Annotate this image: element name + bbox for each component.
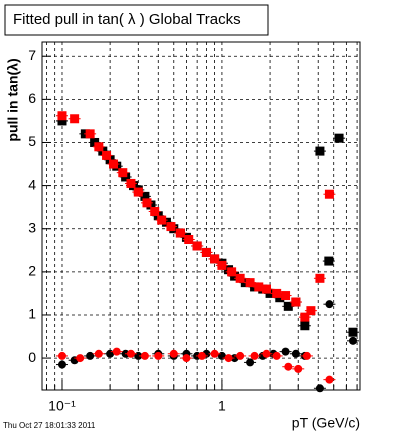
point xyxy=(182,354,191,363)
point xyxy=(262,349,271,358)
point xyxy=(224,354,233,363)
point xyxy=(284,362,293,371)
point xyxy=(94,349,103,358)
point xyxy=(210,349,219,358)
point xyxy=(315,146,325,156)
point xyxy=(294,364,303,373)
point xyxy=(109,159,119,169)
point xyxy=(126,349,135,358)
y-tick-label: 4 xyxy=(28,176,36,192)
point xyxy=(126,178,136,188)
point xyxy=(86,351,95,360)
point xyxy=(246,358,255,367)
point xyxy=(102,150,112,160)
point xyxy=(324,256,334,266)
point xyxy=(140,351,149,360)
point xyxy=(306,306,316,316)
point xyxy=(245,278,255,288)
x-axis-label: pT (GeV/c) xyxy=(292,415,360,431)
point xyxy=(201,247,211,257)
point xyxy=(272,351,281,360)
y-tick-label: 0 xyxy=(28,349,36,365)
point xyxy=(300,312,310,322)
point xyxy=(227,267,237,277)
point xyxy=(281,291,291,301)
point xyxy=(348,327,358,337)
point xyxy=(94,142,104,152)
point xyxy=(197,351,206,360)
point xyxy=(192,241,202,251)
point xyxy=(154,351,163,360)
point xyxy=(262,284,272,294)
timestamp: Thu Oct 27 18:01:33 2011 xyxy=(3,421,96,430)
x-tick-label: 10⁻¹ xyxy=(48,398,76,414)
point xyxy=(300,321,310,331)
point xyxy=(324,189,334,199)
point xyxy=(254,282,264,292)
point xyxy=(236,351,245,360)
point xyxy=(118,168,128,178)
point xyxy=(272,288,282,298)
point xyxy=(169,349,178,358)
y-tick-label: 3 xyxy=(28,219,36,235)
point xyxy=(281,347,290,356)
point xyxy=(76,354,85,363)
point xyxy=(57,351,66,360)
y-axis-label: pull in tan(λ) xyxy=(5,58,21,141)
point xyxy=(57,116,67,126)
point xyxy=(283,301,293,311)
x-tick-label: 1 xyxy=(218,398,226,414)
point xyxy=(302,351,311,360)
point xyxy=(217,260,227,270)
title-box xyxy=(4,4,269,36)
point xyxy=(157,215,167,225)
point xyxy=(166,222,176,232)
point xyxy=(334,133,344,143)
chart-title: Fitted pull in tan( λ ) Global Tracks xyxy=(13,11,241,28)
y-tick-label: 6 xyxy=(28,90,36,106)
point xyxy=(150,206,160,216)
point xyxy=(175,228,185,238)
point xyxy=(112,347,121,356)
plot-frame xyxy=(41,41,361,391)
point xyxy=(325,375,334,384)
y-tick-label: 1 xyxy=(28,306,36,322)
point xyxy=(210,254,220,264)
y-tick-label: 7 xyxy=(28,47,36,63)
point xyxy=(57,360,66,369)
point xyxy=(133,187,143,197)
point xyxy=(140,191,150,201)
point xyxy=(235,273,245,283)
point xyxy=(291,297,301,307)
point xyxy=(291,349,300,358)
point xyxy=(184,235,194,245)
y-tick-label: 2 xyxy=(28,263,36,279)
point xyxy=(142,198,152,208)
point xyxy=(315,273,325,283)
y-tick-label: 5 xyxy=(28,133,36,149)
point xyxy=(85,129,95,139)
point xyxy=(348,336,357,345)
point xyxy=(325,300,334,309)
point xyxy=(250,351,259,360)
point xyxy=(70,114,80,124)
point xyxy=(315,384,324,393)
point xyxy=(57,111,67,121)
